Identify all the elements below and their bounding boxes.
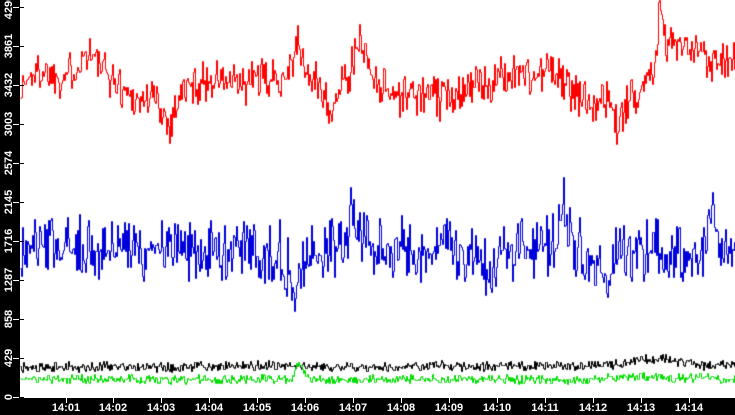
plot-area — [20, 0, 735, 398]
y-tick — [13, 46, 19, 47]
x-axis — [0, 398, 735, 415]
x-tick — [593, 398, 594, 403]
x-tick — [401, 398, 402, 403]
y-tick — [13, 124, 19, 125]
x-tick — [257, 398, 258, 403]
x-tick — [641, 398, 642, 403]
y-tick — [20, 202, 24, 203]
x-tick — [209, 398, 210, 403]
y-tick — [13, 241, 19, 242]
y-tick — [20, 397, 24, 398]
x-tick — [305, 398, 306, 403]
y-tick — [20, 46, 24, 47]
x-tick — [497, 398, 498, 403]
y-tick — [20, 280, 24, 281]
y-tick — [13, 163, 19, 164]
x-tick — [545, 398, 546, 403]
x-tick — [66, 398, 67, 403]
y-tick — [13, 397, 19, 398]
y-tick — [20, 241, 24, 242]
x-tick — [449, 398, 450, 403]
x-tick — [113, 398, 114, 403]
y-tick — [13, 7, 19, 8]
y-tick — [20, 319, 24, 320]
x-tick — [353, 398, 354, 403]
y-tick — [20, 163, 24, 164]
x-tick — [689, 398, 690, 403]
y-tick — [13, 319, 19, 320]
y-tick — [20, 85, 24, 86]
y-tick — [13, 202, 19, 203]
y-tick — [13, 358, 19, 359]
y-tick — [20, 7, 24, 8]
y-axis — [0, 0, 20, 415]
y-tick — [20, 124, 24, 125]
y-tick — [20, 358, 24, 359]
y-tick — [13, 85, 19, 86]
x-tick — [161, 398, 162, 403]
y-tick — [13, 280, 19, 281]
